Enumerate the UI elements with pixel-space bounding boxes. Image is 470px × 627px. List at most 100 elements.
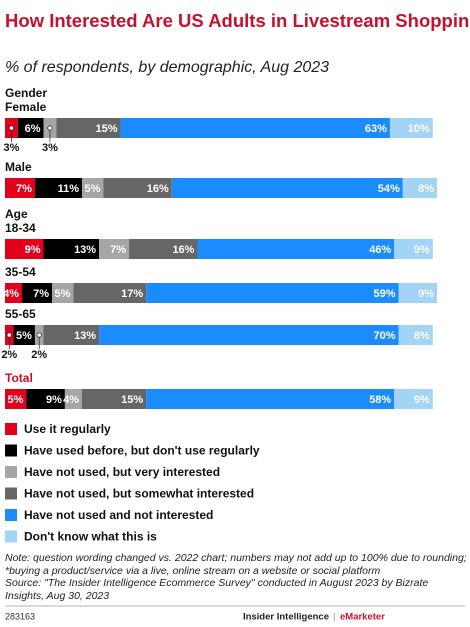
bar-segment (26, 389, 65, 409)
bar-segment (99, 239, 130, 259)
category-label: 55-65 (5, 307, 36, 321)
value-label: 46% (369, 244, 391, 256)
bar-segment (146, 389, 395, 409)
value-label: 70% (373, 330, 395, 342)
bar-segment (5, 178, 35, 198)
value-label: 54% (378, 183, 400, 195)
bar-segment (5, 283, 23, 303)
chart-title: How Interested Are US Adults in Livestre… (5, 10, 470, 31)
bar-segment (73, 283, 147, 303)
legend-label: Don't know what this is (24, 530, 157, 544)
chart-id: 283163 (5, 611, 35, 621)
value-label: 17% (121, 288, 143, 300)
value-label: 9% (25, 244, 41, 256)
value-label: 15% (95, 123, 117, 135)
bar-segment (394, 239, 433, 259)
notes: Note: question wording changed vs. 2022 … (5, 552, 467, 602)
bar-segment (402, 178, 437, 198)
bar-segment (103, 178, 172, 198)
legend-label: Have not used, but somewhat interested (24, 487, 254, 501)
value-label: 9% (46, 394, 62, 406)
bar-segment (197, 239, 395, 259)
bar-segment (394, 389, 433, 409)
value-label: 58% (369, 394, 391, 406)
bar-segment (171, 178, 403, 198)
bar-segment (13, 325, 35, 345)
bar-segment (22, 283, 53, 303)
value-label: 7% (110, 244, 126, 256)
value-label: 9% (414, 394, 430, 406)
brand-separator: | (333, 612, 335, 623)
brand2: eMarketer (340, 612, 385, 623)
bar-segment (43, 325, 100, 345)
bar-segment (5, 239, 44, 259)
brand: Insider Intelligence (243, 612, 329, 623)
bar-segment (398, 283, 437, 303)
legend-swatch (5, 487, 17, 500)
value-label: 4% (3, 288, 19, 300)
legend-swatch (5, 466, 17, 478)
value-label: 3% (3, 142, 19, 154)
bar-segment (64, 389, 82, 409)
value-label: 4% (63, 394, 79, 406)
value-label: 3% (42, 142, 58, 154)
value-label: 16% (147, 183, 169, 195)
group-label: Age (5, 207, 28, 221)
value-label: 5% (16, 330, 32, 342)
pin-dot (6, 332, 12, 338)
bar-segment (129, 239, 198, 259)
bar-segment (398, 325, 433, 345)
value-label: 7% (16, 183, 32, 195)
value-label: 8% (414, 330, 430, 342)
value-label: 5% (7, 394, 23, 406)
bar-segment (5, 389, 27, 409)
legend-label: Have not used and not interested (24, 508, 213, 522)
value-label: 9% (418, 288, 434, 300)
value-label: 5% (55, 288, 71, 300)
bar-segment (146, 283, 399, 303)
bar-segment (43, 239, 100, 259)
value-label: 11% (58, 183, 80, 195)
value-label: 5% (84, 183, 100, 195)
bar-segment (34, 178, 82, 198)
value-label: 10% (408, 123, 430, 135)
bar-segment (81, 389, 147, 409)
value-label: 9% (414, 244, 430, 256)
value-label: 6% (25, 123, 41, 135)
bar-segment (17, 118, 44, 138)
value-label: 8% (418, 183, 434, 195)
value-label: 7% (33, 288, 49, 300)
category-label: Total (5, 371, 33, 385)
chart-subtitle: % of respondents, by demographic, Aug 20… (5, 59, 329, 76)
bar-segment (120, 118, 390, 138)
bar-segment (56, 118, 121, 138)
value-label: 2% (1, 349, 17, 361)
legend-swatch (5, 509, 17, 521)
category-label: Female (5, 100, 47, 114)
legend-label: Have used before, but don't use regularl… (24, 444, 260, 458)
pin-dot (8, 125, 15, 131)
category-label: 18-34 (5, 221, 36, 235)
legend-label: Use it regularly (24, 422, 111, 436)
bar-segment (389, 118, 433, 138)
pin-dot (36, 332, 42, 338)
note: Note: question wording changed vs. 2022 … (5, 552, 467, 577)
legend-swatch (5, 530, 17, 543)
value-label: 63% (365, 123, 387, 135)
value-label: 13% (74, 244, 96, 256)
value-label: 2% (31, 349, 47, 361)
value-label: 16% (172, 244, 194, 256)
value-label: 13% (74, 330, 96, 342)
bar-segment (81, 178, 104, 198)
legend-label: Have not used, but very interested (24, 465, 220, 479)
category-label: Male (5, 160, 32, 174)
category-label: 35-54 (5, 265, 36, 279)
value-label: 15% (121, 394, 143, 406)
legend-swatch (5, 444, 17, 457)
bar-segment (52, 283, 74, 303)
bar-segment (99, 325, 399, 345)
pin-dot (47, 125, 53, 131)
source: Source: "The Insider Intelligence Ecomme… (5, 577, 429, 602)
